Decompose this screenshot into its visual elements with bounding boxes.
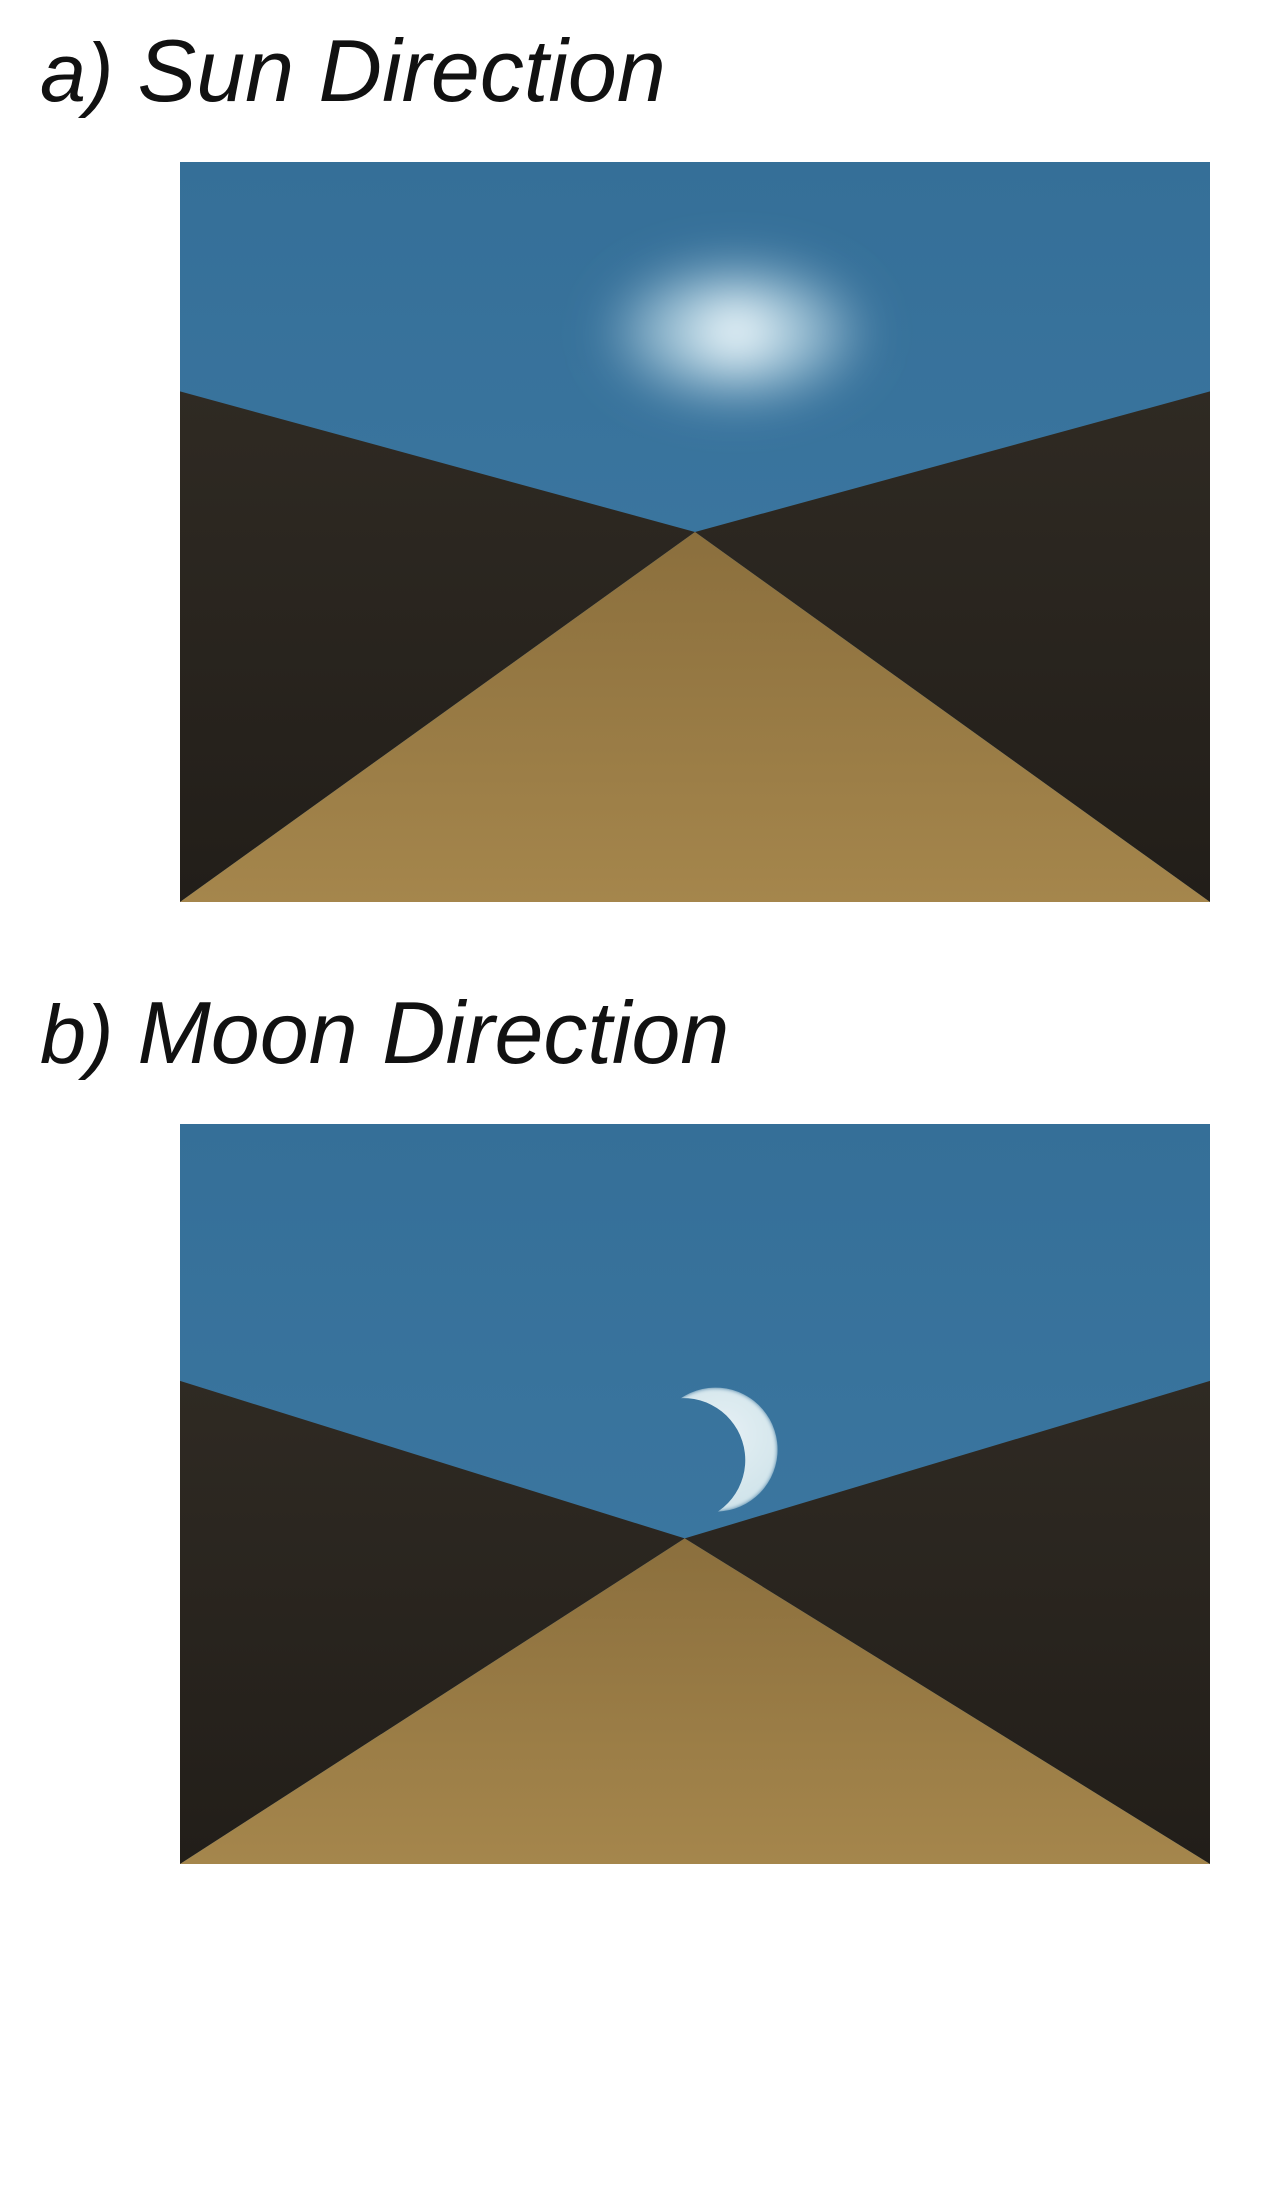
panel-a-letter: a) [40, 25, 114, 121]
panel-b: b) Moon Direction [20, 982, 1260, 1864]
panel-b-title: Moon Direction [138, 982, 730, 1084]
panel-a-title: Sun Direction [138, 20, 666, 122]
panel-b-letter: b) [40, 987, 114, 1083]
panel-b-scene [180, 1124, 1210, 1864]
panel-b-header: b) Moon Direction [20, 982, 1260, 1084]
sun-icon [180, 162, 1210, 902]
panel-a-scene [180, 162, 1210, 902]
figure-page: a) Sun Direction b) Moon Direction [0, 0, 1280, 2004]
panel-a: a) Sun Direction [20, 20, 1260, 902]
panel-a-header: a) Sun Direction [20, 20, 1260, 122]
moon-icon [180, 1124, 1210, 1864]
panel-a-shot-wrap [20, 162, 1260, 902]
panel-b-shot-wrap [20, 1124, 1260, 1864]
